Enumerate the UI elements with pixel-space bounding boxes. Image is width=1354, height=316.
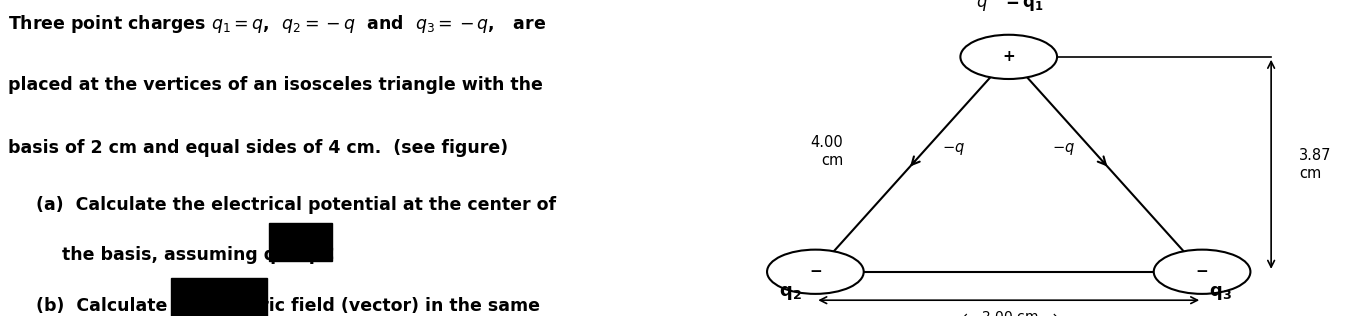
Text: (b)  Calculate the electric field (vector) in the same: (b) Calculate the electric field (vector… — [37, 297, 540, 315]
Text: the basis, assuming q=7 μC: the basis, assuming q=7 μC — [62, 246, 334, 264]
Text: $-q$: $-q$ — [1052, 141, 1075, 156]
Ellipse shape — [1154, 250, 1251, 294]
Text: $\mathbf{=q_1}$: $\mathbf{=q_1}$ — [1002, 0, 1044, 13]
Text: −: − — [808, 264, 822, 279]
Ellipse shape — [768, 250, 864, 294]
Text: $\mathbf{q_2}$: $\mathbf{q_2}$ — [779, 284, 802, 302]
Text: +: + — [1002, 49, 1016, 64]
Ellipse shape — [960, 35, 1057, 79]
Text: $-q$: $-q$ — [942, 141, 965, 156]
Text: $\leftarrow$ 2.00 cm $\rightarrow$: $\leftarrow$ 2.00 cm $\rightarrow$ — [960, 310, 1057, 316]
Text: $q$: $q$ — [976, 0, 988, 13]
Text: $\mathbf{q_3}$: $\mathbf{q_3}$ — [1209, 284, 1232, 302]
Text: Three point charges $q_1 = q$,  $q_2 = -q$  and  $q_3 = -q$,   are: Three point charges $q_1 = q$, $q_2 = -q… — [8, 13, 546, 35]
Bar — [268, 223, 332, 261]
Text: 3.87
cm: 3.87 cm — [1298, 148, 1331, 180]
Text: −: − — [1196, 264, 1209, 279]
Bar — [171, 278, 267, 316]
Text: (a)  Calculate the electrical potential at the center of: (a) Calculate the electrical potential a… — [37, 196, 556, 214]
Text: basis of 2 cm and equal sides of 4 cm.  (see figure): basis of 2 cm and equal sides of 4 cm. (… — [8, 139, 508, 157]
Text: placed at the vertices of an isosceles triangle with the: placed at the vertices of an isosceles t… — [8, 76, 543, 94]
Text: 4.00
cm: 4.00 cm — [810, 136, 844, 168]
